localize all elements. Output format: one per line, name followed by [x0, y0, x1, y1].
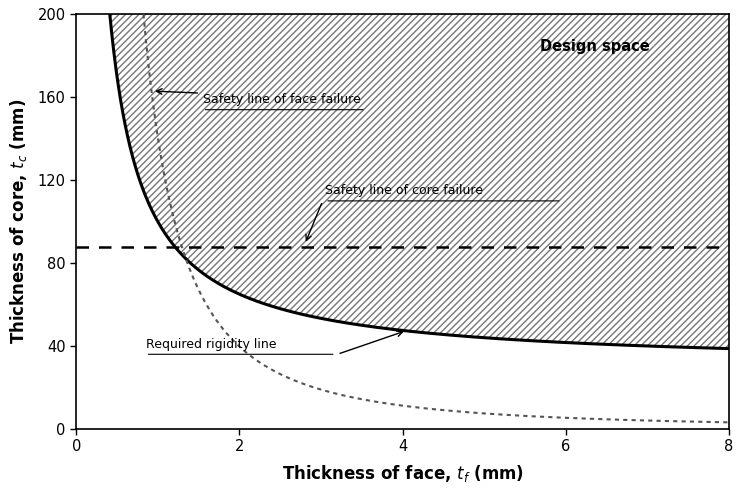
Y-axis label: Thickness of core, $t_c$ (mm): Thickness of core, $t_c$ (mm): [8, 99, 30, 344]
Text: Required rigidity line: Required rigidity line: [145, 338, 276, 351]
Polygon shape: [110, 14, 729, 349]
Text: Design space: Design space: [539, 39, 649, 54]
Text: Safety line of core failure: Safety line of core failure: [325, 184, 483, 197]
X-axis label: Thickness of face, $t_f$ (mm): Thickness of face, $t_f$ (mm): [282, 462, 524, 484]
Text: Safety line of face failure: Safety line of face failure: [203, 93, 361, 106]
